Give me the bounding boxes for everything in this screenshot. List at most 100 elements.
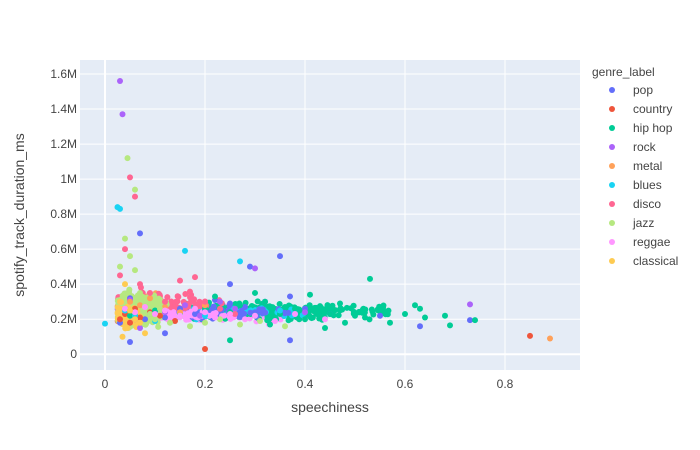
- data-point-hip-hop: [472, 317, 478, 324]
- data-point-hip-hop: [442, 312, 448, 319]
- data-point-jazz: [202, 319, 208, 326]
- cluster-point: [385, 307, 392, 314]
- cluster-point: [316, 315, 323, 322]
- y-tick-label: 1.6M: [50, 67, 77, 81]
- gridlines: [80, 60, 580, 370]
- data-point-hip-hop: [127, 312, 133, 319]
- data-point-reggae: [227, 310, 233, 317]
- cluster-point: [236, 310, 243, 317]
- legend-title: genre_label: [592, 65, 655, 79]
- data-point-rock: [467, 301, 473, 308]
- data-point-classical: [122, 281, 128, 288]
- data-point-disco: [137, 281, 143, 288]
- data-point-rock: [252, 265, 258, 272]
- data-point-disco: [132, 193, 138, 200]
- data-points: [102, 78, 553, 352]
- data-point-pop: [227, 281, 233, 288]
- data-point-country: [172, 317, 178, 324]
- data-point-pop: [127, 338, 133, 345]
- data-point-jazz: [147, 310, 153, 317]
- data-point-hip-hop: [377, 305, 383, 312]
- data-point-hip-hop: [252, 289, 258, 296]
- data-point-blues: [117, 205, 123, 212]
- y-tick-label: 0: [70, 347, 77, 361]
- data-point-metal: [547, 335, 553, 342]
- data-point-reggae: [212, 314, 218, 321]
- cluster-point: [350, 302, 357, 309]
- cluster-point: [182, 290, 189, 297]
- data-point-hip-hop: [282, 303, 288, 310]
- data-point-classical: [117, 298, 123, 305]
- data-point-jazz: [152, 316, 158, 323]
- legend-label: disco: [633, 197, 661, 211]
- data-point-disco: [192, 274, 198, 281]
- x-tick-label: 0.4: [297, 377, 314, 391]
- data-point-pop: [277, 253, 283, 260]
- data-point-reggae: [292, 310, 298, 317]
- cluster-point: [276, 300, 283, 307]
- cluster-point: [168, 298, 175, 305]
- data-point-rock: [197, 312, 203, 319]
- data-point-classical: [137, 319, 143, 326]
- data-point-jazz: [122, 235, 128, 242]
- data-point-classical: [124, 324, 131, 331]
- data-point-rock: [137, 324, 143, 331]
- data-point-hip-hop: [212, 293, 218, 300]
- data-point-reggae: [322, 316, 328, 323]
- cluster-point: [254, 298, 261, 305]
- cluster-point: [312, 304, 319, 311]
- data-point-rock: [302, 309, 308, 316]
- data-point-jazz: [187, 323, 193, 330]
- cluster-point: [175, 293, 182, 300]
- data-point-jazz: [282, 323, 288, 330]
- data-point-country: [157, 312, 163, 319]
- data-point-reggae: [202, 309, 208, 316]
- data-point-pop: [162, 330, 168, 337]
- legend-marker: [609, 144, 615, 150]
- cluster-point: [247, 309, 254, 316]
- legend-marker: [609, 258, 615, 264]
- x-tick-label: 0.2: [197, 377, 214, 391]
- data-point-hip-hop: [417, 305, 423, 312]
- data-point-hip-hop: [237, 302, 243, 309]
- data-point-hip-hop: [402, 310, 408, 317]
- cluster-point: [259, 306, 266, 313]
- data-point-jazz: [257, 317, 263, 324]
- cluster-point: [296, 316, 303, 323]
- data-point-country: [202, 345, 208, 352]
- data-point-jazz: [132, 186, 138, 193]
- legend-marker: [609, 87, 615, 93]
- legend-marker: [609, 106, 615, 112]
- legend: genre_label pop country hip hop rock metal bl…: [592, 65, 678, 268]
- data-point-hip-hop: [422, 314, 428, 321]
- data-point-metal: [127, 298, 133, 305]
- data-point-hip-hop: [227, 337, 233, 344]
- data-point-disco: [202, 298, 208, 305]
- data-point-jazz: [167, 319, 173, 326]
- data-point-pop: [467, 317, 473, 324]
- cluster-point: [188, 291, 195, 298]
- data-point-pop: [287, 337, 293, 344]
- x-tick-label: 0.8: [497, 377, 514, 391]
- legend-label: blues: [633, 178, 662, 192]
- y-axis-title: spotify_track_duration_ms: [11, 133, 27, 296]
- cluster-point: [241, 310, 248, 317]
- data-point-disco: [117, 272, 123, 279]
- data-point-hip-hop: [302, 316, 308, 323]
- data-point-hip-hop: [322, 324, 328, 331]
- data-point-pop: [242, 303, 248, 310]
- data-point-hip-hop: [307, 291, 313, 298]
- data-point-jazz: [124, 155, 131, 162]
- data-point-disco: [232, 310, 238, 317]
- cluster-point: [246, 315, 253, 322]
- cluster-point: [269, 309, 276, 316]
- legend-label: jazz: [632, 216, 654, 230]
- data-point-country: [117, 316, 123, 323]
- y-tick-label: 0.4M: [50, 277, 77, 291]
- legend-label: reggae: [633, 235, 671, 249]
- data-point-metal: [137, 302, 143, 309]
- x-tick-label: 0.6: [397, 377, 414, 391]
- data-point-hip-hop: [412, 302, 418, 309]
- y-tick-label: 0.8M: [50, 207, 77, 221]
- data-point-disco: [122, 246, 128, 253]
